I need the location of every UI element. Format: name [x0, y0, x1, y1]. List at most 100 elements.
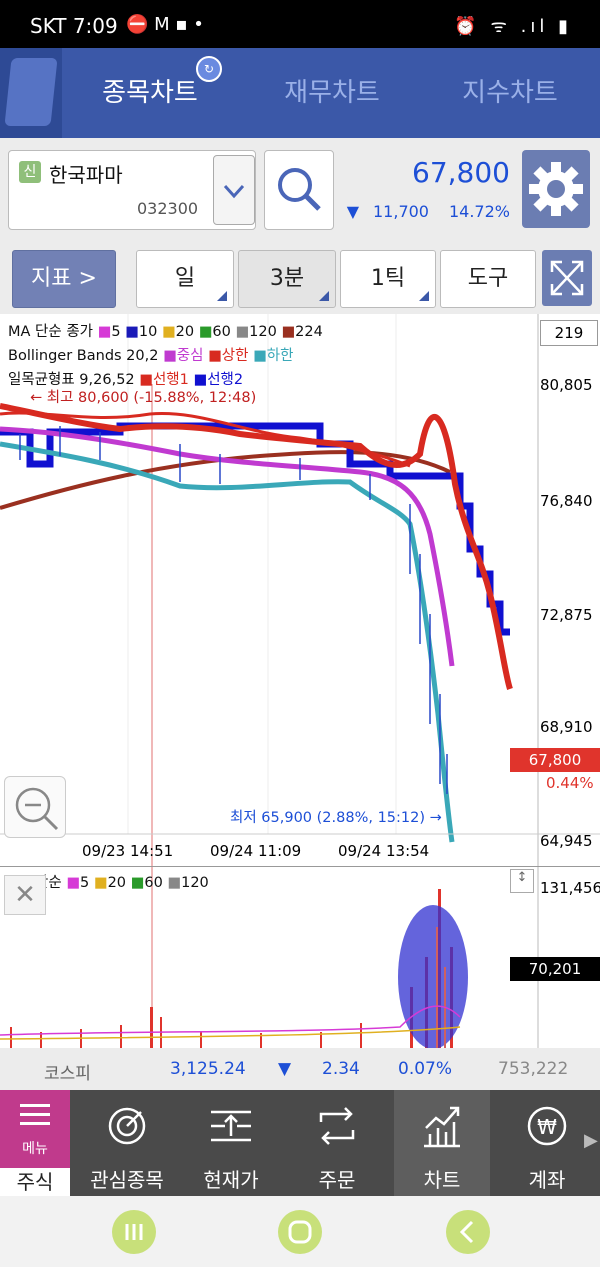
search-button[interactable] [264, 150, 334, 230]
x-label-3: 09/24 13:54 [338, 842, 430, 860]
status-time: SKT 7:09 [30, 14, 118, 38]
legend-ma-prefix: MA 단순 종가 [8, 324, 94, 340]
search-icon [278, 168, 321, 211]
svg-text:₩: ₩ [537, 1115, 557, 1139]
nav-chart[interactable]: 차트 [394, 1090, 490, 1196]
price-chart-canvas [0, 314, 600, 866]
back-tab-button[interactable] [0, 48, 62, 138]
volume-chart[interactable]: MA 단순 ■5 ■20 ■60 ■120 ✕ ↕ 131,456 70,201 [0, 866, 600, 1049]
legend-ichimoku: 일목균형표 9,26,52 ■선행1 ■선행2 [8, 372, 244, 388]
legend-ma-60: 60 [212, 324, 231, 340]
nav-stock-label: 주식 [0, 1168, 70, 1196]
nav-account[interactable]: ₩ 계좌 [502, 1090, 592, 1196]
recent-apps-button[interactable] [112, 1210, 156, 1254]
nav-current-price-label: 현재가 [203, 1168, 259, 1192]
back-button[interactable] [446, 1210, 490, 1254]
nav-menu[interactable]: 메뉴 주식 [0, 1090, 70, 1196]
indicator-button[interactable]: 지표 > [12, 250, 116, 308]
legend-bb-lower: 하한 [266, 348, 294, 364]
y-label-2: 76,840 [540, 492, 593, 510]
refresh-badge-icon: ↻ [196, 56, 222, 82]
menu-sub-label: 메뉴 [22, 1141, 48, 1157]
nav-watchlist[interactable]: 관심종목 [82, 1090, 172, 1196]
current-price-tag: 67,800 [510, 748, 600, 772]
market-change: 2.34 [322, 1059, 360, 1079]
won-currency-icon: ₩ [527, 1106, 567, 1146]
stock-info-bar: 신 한국파마 032300 67,800 ▼ 11,700 14.72% [0, 138, 600, 242]
tab-stock-chart[interactable]: 종목차트 [102, 78, 198, 108]
volume-legend-20: 20 [107, 875, 127, 891]
market-name: 코스피 [44, 1064, 91, 1084]
legend-ma-120: 120 [249, 324, 277, 340]
bottom-navigation: 메뉴 주식 관심종목 현재가 주문 차트 ₩ 계좌 ▶ [0, 1090, 600, 1196]
price-chart[interactable]: 219 MA 단순 종가 ■5 ■10 ■20 ■60 ■120 ■224 Bo… [0, 314, 600, 866]
expand-icon [550, 260, 584, 296]
change-value: 11,700 [373, 202, 429, 221]
legend-bb-prefix: Bollinger Bands 20,2 [8, 348, 159, 364]
settings-button[interactable] [522, 150, 590, 228]
nav-more-arrow-icon[interactable]: ▶ [584, 1130, 598, 1151]
legend-ma-224: 224 [295, 324, 323, 340]
period-minute-button[interactable]: 3분 [238, 250, 336, 308]
chart-icon [424, 1106, 460, 1148]
nav-order[interactable]: 주문 [292, 1090, 382, 1196]
volume-chart-canvas [0, 867, 539, 1049]
market-index-bar[interactable]: 코스피 3,125.24 ▼ 2.34 0.07% 753,222 [0, 1048, 600, 1090]
volume-legend-60: 60 [144, 875, 163, 891]
up-down-arrow-icon: ↕ [516, 870, 528, 885]
zoom-out-button[interactable] [4, 776, 66, 838]
x-label-1: 09/23 14:51 [82, 842, 174, 860]
stock-name: 한국파마 [49, 163, 123, 187]
menu-button[interactable]: 메뉴 [0, 1090, 70, 1168]
y-label-4: 68,910 [540, 718, 593, 736]
legend-ma-20: 20 [175, 324, 195, 340]
volume-max-label: 131,456 [540, 879, 600, 897]
legend-ichimoku-span1: 선행1 [152, 372, 189, 388]
home-icon [288, 1220, 312, 1244]
period-day-button[interactable]: 일 [136, 250, 234, 308]
period-minute-label: 3분 [269, 266, 305, 291]
hamburger-icon [20, 1104, 50, 1125]
legend-bb-middle: 중심 [176, 348, 204, 364]
legend-ichimoku-span2: 선행2 [207, 372, 244, 388]
nav-account-label: 계좌 [528, 1168, 566, 1192]
stock-dropdown-button[interactable] [213, 155, 255, 225]
back-chevron-icon [459, 1220, 474, 1244]
y-label-1: 80,805 [540, 376, 593, 394]
tools-button[interactable]: 도구 [440, 250, 536, 308]
current-pct: 0.44% [546, 774, 594, 792]
legend-ma: MA 단순 종가 ■5 ■10 ■20 ■60 ■120 ■224 [8, 324, 323, 340]
tick-button[interactable]: 1틱 [340, 250, 436, 308]
legend-bollinger: Bollinger Bands 20,2 ■중심 ■상한 ■하한 [8, 348, 294, 364]
price-change: ▼ 11,700 14.72% [340, 202, 510, 221]
gear-icon [529, 162, 583, 216]
tab-financial-chart[interactable]: 재무차트 [284, 78, 380, 108]
high-note: ← 최고 80,600 (-15.88%, 12:48) [30, 390, 257, 406]
market-volume: 753,222 [498, 1059, 569, 1079]
nav-current-price[interactable]: 현재가 [186, 1090, 276, 1196]
order-swap-icon [319, 1107, 355, 1145]
volume-current-tag: 70,201 [510, 957, 600, 981]
period-day-label: 일 [174, 266, 196, 291]
close-volume-button[interactable]: ✕ [4, 875, 46, 915]
notification-icons: ⛔ M ▪ • [126, 14, 204, 35]
resize-handle[interactable]: ↕ [510, 869, 534, 893]
tab-index-chart[interactable]: 지수차트 [462, 78, 558, 108]
x-label-2: 09/24 11:09 [210, 842, 302, 860]
tick-label: 1틱 [370, 266, 406, 291]
chart-toolbar: 지표 > 일 3분 1틱 도구 [0, 242, 600, 314]
credit-tag: 신 [19, 161, 41, 183]
recent-apps-icon [125, 1224, 143, 1240]
stock-selector[interactable]: 신 한국파마 032300 [8, 150, 256, 230]
y-label-5: 64,945 [540, 832, 593, 850]
stock-code: 032300 [137, 199, 199, 218]
system-status-icons: ⏰ ᯤ .ıl ▮ [454, 16, 572, 37]
home-button[interactable] [278, 1210, 322, 1254]
legend-ichimoku-prefix: 일목균형표 9,26,52 [8, 372, 135, 388]
expand-button[interactable] [542, 250, 592, 306]
volume-legend-120: 120 [181, 875, 209, 891]
close-icon: ✕ [14, 880, 36, 910]
volume-legend-5: 5 [80, 875, 90, 891]
legend-bb-upper: 상한 [221, 348, 249, 364]
watchlist-icon [108, 1107, 146, 1145]
